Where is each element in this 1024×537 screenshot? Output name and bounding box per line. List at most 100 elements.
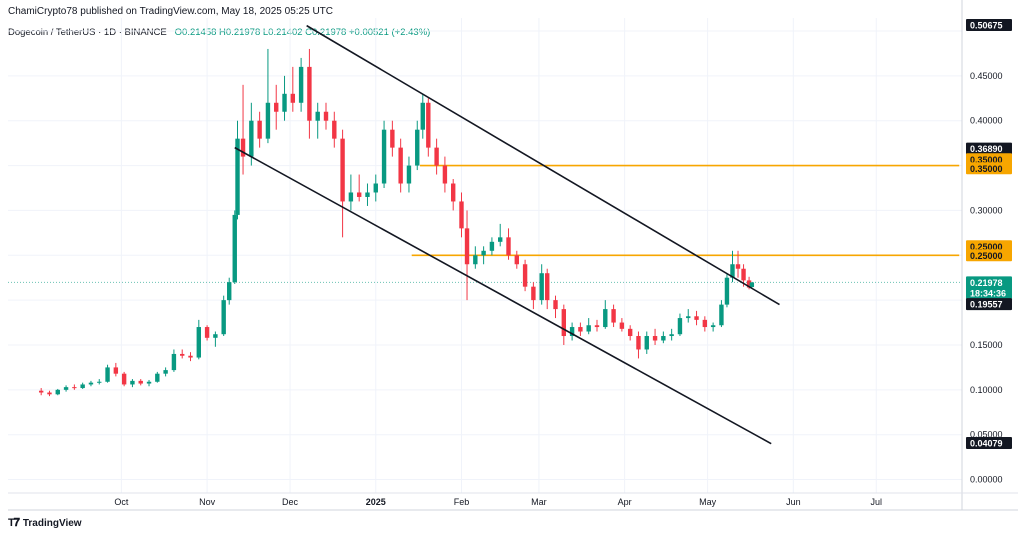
y-tick-label: 0.15000 xyxy=(970,340,1003,350)
candle-body xyxy=(47,392,52,395)
price-tag-label: 0.35000 xyxy=(970,164,1003,174)
candle-body xyxy=(694,316,699,320)
x-tick-label: Jul xyxy=(871,497,883,507)
candle-body xyxy=(138,380,143,384)
candle-body xyxy=(38,390,44,393)
candle-body xyxy=(522,264,528,287)
horizontal-levels xyxy=(411,164,960,257)
price-tag-label: 0.04079 xyxy=(970,438,1003,448)
channel-line xyxy=(306,24,780,306)
price-tag-box xyxy=(966,298,1012,311)
candle-body xyxy=(171,353,177,371)
candle-body xyxy=(332,120,337,139)
candle-body xyxy=(434,147,439,166)
candlestick-series xyxy=(38,48,755,397)
candle-body xyxy=(611,309,616,323)
candle-body xyxy=(464,228,470,265)
candle-body xyxy=(724,277,730,305)
candle-body xyxy=(55,389,60,395)
candle-body xyxy=(232,214,237,283)
candle-body xyxy=(257,120,262,139)
candle-body xyxy=(240,138,246,157)
candle-body xyxy=(348,192,354,202)
candle-body xyxy=(80,384,85,389)
price-tag-label: 0.19557 xyxy=(970,300,1003,310)
tradingview-logo-icon: T𝟕 xyxy=(8,517,20,529)
price-tag-box xyxy=(966,18,1012,31)
candle-body xyxy=(710,325,716,328)
candle-body xyxy=(113,367,119,374)
candle-body xyxy=(603,309,608,328)
candle-body xyxy=(686,316,691,319)
time-axis: Oct Nov Dec 2025 Feb Mar Apr May Jun Jul xyxy=(114,497,882,507)
symbol-name[interactable]: Dogecoin / TetherUS · 1D · BINANCE xyxy=(8,27,167,38)
candle-body xyxy=(489,241,495,251)
candle-body xyxy=(730,264,735,278)
candle-body xyxy=(72,387,77,389)
y-tick-label: 0.05000 xyxy=(970,430,1003,440)
candle-body xyxy=(735,264,741,269)
price-tag-box xyxy=(966,286,1012,299)
candle-body xyxy=(88,382,94,385)
candle-body xyxy=(569,327,575,337)
candle-body xyxy=(121,373,127,385)
candle-body xyxy=(298,66,304,103)
candle-body xyxy=(373,183,378,193)
candle-body xyxy=(636,336,641,350)
tradingview-footer[interactable]: T𝟕 TradingView xyxy=(8,517,82,530)
candle-body xyxy=(652,336,658,341)
candle-body xyxy=(539,273,544,301)
candle-body xyxy=(586,325,591,332)
candle-body xyxy=(514,255,519,265)
y-tick-label: 0.40000 xyxy=(970,116,1003,126)
candle-body xyxy=(406,165,412,184)
candle-body xyxy=(381,129,387,184)
candle-body xyxy=(130,380,135,385)
candle-body xyxy=(97,381,102,383)
ohlc-values: O0.21458 H0.21978 L0.21402 C0.21978 +0.0… xyxy=(174,27,431,38)
candle-body xyxy=(274,102,279,112)
candle-body xyxy=(415,129,420,166)
channel-line xyxy=(234,146,772,445)
x-tick-label: Jun xyxy=(786,497,801,507)
candle-body xyxy=(473,255,478,265)
candle-body xyxy=(451,183,456,202)
candle-body xyxy=(365,192,370,197)
candle-body xyxy=(390,129,395,148)
price-tag-label: 0.25000 xyxy=(970,251,1003,261)
candle-body xyxy=(196,327,201,358)
x-tick-label: Apr xyxy=(618,497,632,507)
price-tag-label: 18:34:36 xyxy=(970,288,1006,298)
price-tag-box xyxy=(966,276,1012,289)
footer-brand: TradingView xyxy=(22,518,82,529)
price-tag-label: 0.35000 xyxy=(970,155,1003,165)
price-tag-box xyxy=(966,249,1012,262)
candle-body xyxy=(578,327,583,332)
price-tag-label: 0.36890 xyxy=(970,144,1003,154)
candle-body xyxy=(105,367,110,382)
y-tick-label: 0.00000 xyxy=(970,475,1003,485)
candle-body xyxy=(323,111,329,121)
x-tick-label: Nov xyxy=(199,497,216,507)
x-tick-label: Feb xyxy=(454,497,470,507)
price-tag-box xyxy=(966,436,1012,449)
candle-body xyxy=(627,328,633,337)
candle-body xyxy=(459,201,464,229)
candle-body xyxy=(749,282,755,288)
candle-body xyxy=(155,373,160,382)
candle-body xyxy=(553,300,558,310)
candle-body xyxy=(677,318,683,335)
price-tags: 0.506750.368900.350000.350000.250000.250… xyxy=(966,18,1012,449)
candle-body xyxy=(746,280,752,288)
candle-body xyxy=(163,370,168,374)
candle-body xyxy=(531,286,536,301)
candle-body xyxy=(227,282,232,301)
candle-body xyxy=(702,319,708,328)
symbol-legend: Dogecoin / TetherUS · 1D · BINANCE O0.21… xyxy=(8,27,430,38)
candle-body xyxy=(619,322,625,329)
candle-body xyxy=(221,300,226,335)
candle-body xyxy=(719,304,724,326)
candle-body xyxy=(741,268,746,281)
price-tag-box xyxy=(966,162,1012,175)
